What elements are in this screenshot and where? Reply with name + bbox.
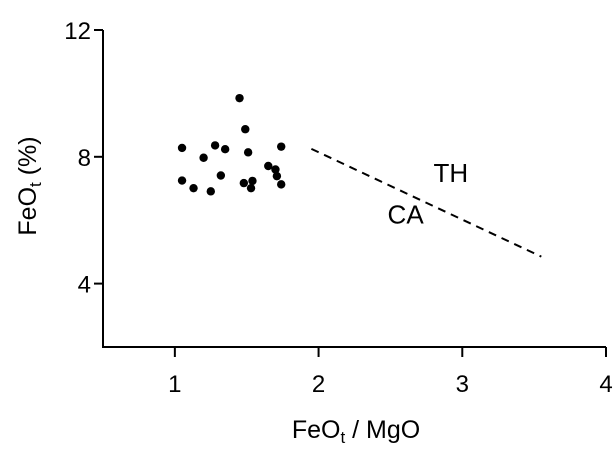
- data-point: [241, 125, 250, 134]
- data-point: [189, 183, 198, 193]
- y-tick-label: 12: [64, 18, 91, 45]
- ticks: [94, 29, 607, 357]
- axes: [102, 30, 606, 348]
- data-point: [235, 93, 244, 103]
- x-tick-label: 1: [168, 371, 181, 398]
- data-point: [277, 180, 286, 189]
- x-tick-label: 2: [312, 371, 325, 398]
- region-label-th: TH: [434, 158, 469, 188]
- data-point: [246, 183, 256, 193]
- data-point: [199, 153, 208, 162]
- divider-line-group: [310, 147, 542, 258]
- y-axis-label: FeOt (%): [14, 136, 45, 235]
- data-point: [239, 178, 249, 188]
- data-point: [271, 165, 280, 174]
- data-point: [272, 171, 282, 181]
- x-tick-label: 4: [599, 371, 612, 398]
- data-point: [210, 141, 220, 150]
- annotations: TH CA: [388, 158, 469, 229]
- x-tick-label: 3: [456, 371, 469, 398]
- region-label-ca: CA: [388, 199, 425, 229]
- data-point: [177, 176, 187, 185]
- data-point: [216, 171, 226, 180]
- data-point: [264, 161, 273, 171]
- data-point: [177, 143, 187, 153]
- data-point: [206, 187, 215, 196]
- y-tick-label: 4: [78, 272, 91, 299]
- y-tick-label: 8: [78, 145, 91, 172]
- x-axis-label: FeOt / MgO: [292, 416, 420, 447]
- scatter-points: [177, 93, 286, 196]
- data-point: [248, 176, 257, 186]
- divider-line: [310, 147, 542, 258]
- data-point: [220, 144, 230, 154]
- data-point: [243, 148, 253, 157]
- data-point: [277, 142, 286, 151]
